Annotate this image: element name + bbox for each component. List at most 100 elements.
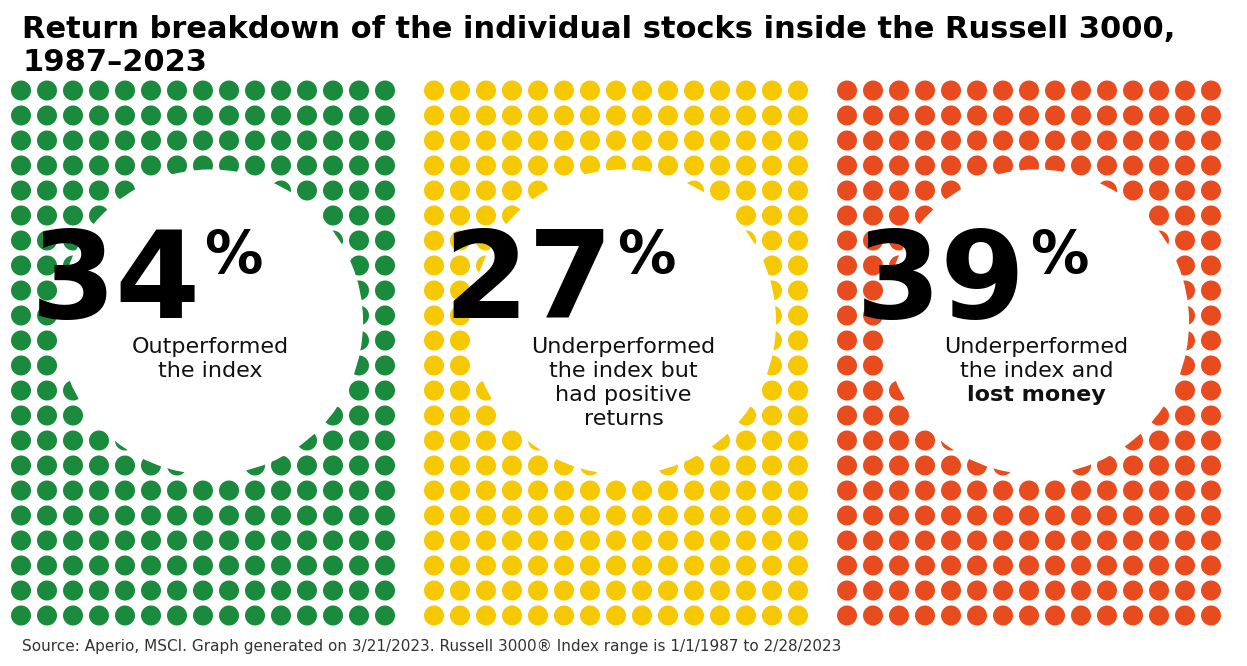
Circle shape xyxy=(863,131,883,151)
Circle shape xyxy=(527,555,547,575)
Circle shape xyxy=(1071,505,1091,525)
Circle shape xyxy=(685,531,705,551)
Circle shape xyxy=(503,456,522,476)
Circle shape xyxy=(37,230,57,250)
Circle shape xyxy=(193,81,213,101)
Circle shape xyxy=(323,430,343,450)
Circle shape xyxy=(115,581,135,601)
Text: the index and: the index and xyxy=(960,361,1114,381)
Circle shape xyxy=(1097,81,1117,101)
Circle shape xyxy=(837,505,857,525)
Circle shape xyxy=(710,155,729,176)
Circle shape xyxy=(837,555,857,575)
Circle shape xyxy=(476,430,496,450)
Circle shape xyxy=(606,531,626,551)
Circle shape xyxy=(1045,505,1065,525)
Circle shape xyxy=(89,105,108,125)
Circle shape xyxy=(1019,155,1039,176)
Circle shape xyxy=(915,105,935,125)
Circle shape xyxy=(89,81,108,101)
Circle shape xyxy=(1175,505,1195,525)
Circle shape xyxy=(837,155,857,176)
Circle shape xyxy=(1201,131,1221,151)
Text: %: % xyxy=(617,228,676,284)
Circle shape xyxy=(837,581,857,601)
Circle shape xyxy=(37,155,57,176)
Circle shape xyxy=(1175,555,1195,575)
Circle shape xyxy=(580,531,600,551)
Circle shape xyxy=(193,555,213,575)
Circle shape xyxy=(89,206,108,226)
Circle shape xyxy=(450,581,470,601)
Circle shape xyxy=(424,81,444,101)
Circle shape xyxy=(193,531,213,551)
Circle shape xyxy=(1045,131,1065,151)
Circle shape xyxy=(632,155,652,176)
Circle shape xyxy=(762,306,782,326)
Circle shape xyxy=(37,456,57,476)
Circle shape xyxy=(503,105,522,125)
Circle shape xyxy=(115,81,135,101)
Circle shape xyxy=(1045,155,1065,176)
Circle shape xyxy=(375,406,395,426)
Circle shape xyxy=(606,605,626,625)
Circle shape xyxy=(1201,230,1221,250)
Circle shape xyxy=(889,406,909,426)
Circle shape xyxy=(349,155,369,176)
Circle shape xyxy=(632,131,652,151)
Circle shape xyxy=(375,531,395,551)
Circle shape xyxy=(11,406,31,426)
Circle shape xyxy=(1071,480,1091,501)
Circle shape xyxy=(554,131,574,151)
Circle shape xyxy=(788,581,808,601)
Circle shape xyxy=(64,456,84,476)
Circle shape xyxy=(1019,81,1039,101)
Circle shape xyxy=(115,180,135,200)
Circle shape xyxy=(632,480,652,501)
Circle shape xyxy=(450,306,470,326)
Circle shape xyxy=(424,406,444,426)
Circle shape xyxy=(580,605,600,625)
Circle shape xyxy=(323,456,343,476)
Circle shape xyxy=(889,131,909,151)
Circle shape xyxy=(323,81,343,101)
Circle shape xyxy=(1124,131,1143,151)
Circle shape xyxy=(11,280,31,300)
Circle shape xyxy=(863,330,883,350)
Circle shape xyxy=(1148,180,1168,200)
Circle shape xyxy=(271,605,291,625)
Text: Underperformed: Underperformed xyxy=(531,337,716,357)
Circle shape xyxy=(788,81,808,101)
Circle shape xyxy=(837,356,857,376)
Circle shape xyxy=(736,505,756,525)
Circle shape xyxy=(450,105,470,125)
Circle shape xyxy=(1175,131,1195,151)
Circle shape xyxy=(167,581,187,601)
Circle shape xyxy=(710,531,729,551)
Circle shape xyxy=(375,105,395,125)
Circle shape xyxy=(554,555,574,575)
Circle shape xyxy=(471,170,776,474)
Circle shape xyxy=(450,480,470,501)
Circle shape xyxy=(297,155,317,176)
Circle shape xyxy=(788,131,808,151)
Circle shape xyxy=(1201,206,1221,226)
Circle shape xyxy=(762,531,782,551)
Circle shape xyxy=(503,155,522,176)
Circle shape xyxy=(710,605,729,625)
Circle shape xyxy=(64,105,84,125)
Circle shape xyxy=(837,380,857,400)
Circle shape xyxy=(115,531,135,551)
Circle shape xyxy=(271,480,291,501)
Circle shape xyxy=(1175,581,1195,601)
Circle shape xyxy=(915,531,935,551)
Circle shape xyxy=(606,505,626,525)
Circle shape xyxy=(837,480,857,501)
Circle shape xyxy=(349,480,369,501)
Circle shape xyxy=(37,306,57,326)
Text: lost money: lost money xyxy=(968,385,1106,405)
Circle shape xyxy=(1124,555,1143,575)
Circle shape xyxy=(606,581,626,601)
Circle shape xyxy=(710,456,729,476)
Circle shape xyxy=(271,456,291,476)
